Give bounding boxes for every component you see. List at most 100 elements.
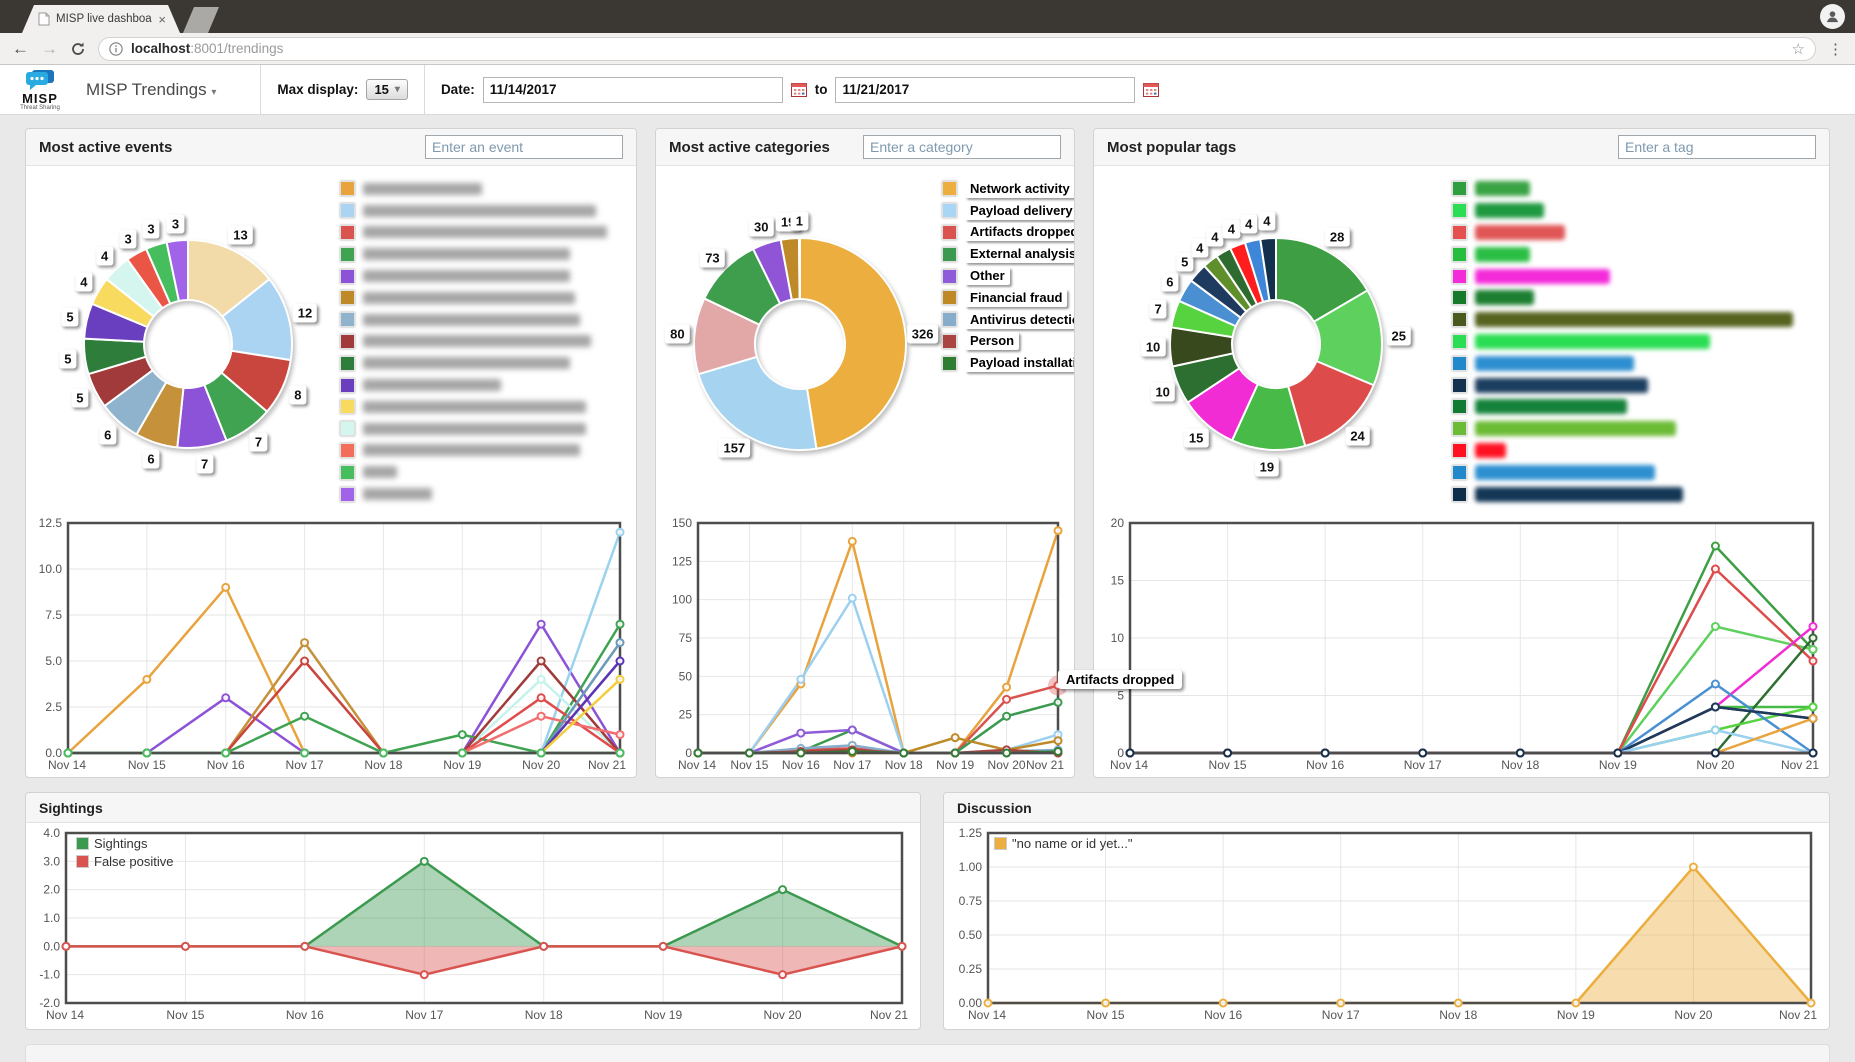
legend-item[interactable]: Artifacts dropped — [942, 222, 1074, 244]
back-icon[interactable]: ← — [12, 39, 29, 58]
legend-item[interactable] — [340, 483, 628, 505]
tags-donut-chart[interactable]: 28 25 24 19 15 10 10 7 6 5 4 4 4 4 4 — [1140, 208, 1412, 480]
legend-item[interactable] — [1452, 309, 1821, 331]
legend-item[interactable]: External analysis — [942, 243, 1074, 265]
redacted-event-name — [363, 182, 483, 195]
svg-text:-2.0: -2.0 — [39, 996, 60, 1010]
legend-item[interactable] — [1452, 287, 1821, 309]
legend-item[interactable] — [340, 440, 628, 462]
donut-value-label: 5 — [59, 349, 77, 369]
browser-tab[interactable]: MISP live dashboard × — [22, 5, 180, 33]
discussion-area-chart[interactable]: "no name or id yet..." 0.00 0.25 0.50 0.75 1… — [950, 825, 1819, 1025]
url-field[interactable]: localhost:8001/trendings ☆ — [98, 36, 1816, 61]
category-legend-label: Payload installation — [965, 354, 1074, 373]
legend-item[interactable] — [340, 222, 628, 244]
legend-item[interactable] — [340, 265, 628, 287]
svg-text:2.5: 2.5 — [45, 700, 62, 714]
legend-item[interactable] — [1452, 483, 1821, 505]
legend-swatch — [942, 268, 957, 284]
tags-line-chart[interactable]: 0 5 10 15 20 Nov 14 Nov 15 Nov 16 Nov 17 Nov 18 No… — [1102, 515, 1821, 775]
legend-swatch — [942, 333, 957, 349]
new-tab-button[interactable] — [183, 7, 219, 33]
profile-icon[interactable] — [1820, 4, 1845, 29]
donut-value-label: 5 — [61, 307, 79, 327]
legend-item[interactable]: Antivirus detection — [942, 309, 1074, 331]
legend-item[interactable] — [1452, 461, 1821, 483]
info-icon[interactable] — [109, 41, 123, 56]
legend-item[interactable] — [1452, 200, 1821, 222]
legend-item[interactable]: Person — [942, 331, 1066, 353]
redacted-tag-pill — [1475, 290, 1534, 306]
redacted-tag-pill — [1475, 312, 1794, 328]
donut-value-label: 3 — [119, 229, 137, 249]
legend-item[interactable] — [340, 352, 628, 374]
legend-item[interactable] — [340, 331, 628, 353]
legend-item[interactable] — [1452, 374, 1821, 396]
svg-text:Nov 20: Nov 20 — [988, 758, 1026, 772]
events-line-chart[interactable]: 0.0 2.5 5.0 7.5 10.0 12.5 Nov 14 Nov 15 Nov 16 No… — [34, 515, 628, 775]
svg-text:3.0: 3.0 — [43, 854, 60, 868]
legend-item[interactable] — [340, 309, 628, 331]
categories-donut-chart[interactable]: 326 157 80 73 30 19 1 — [664, 208, 939, 480]
legend-item: Sightings — [76, 834, 173, 852]
date-from-input[interactable] — [482, 76, 783, 103]
donut-value-label: 4 — [1258, 211, 1276, 231]
panel-title: Discussion — [957, 799, 1032, 816]
legend-item[interactable]: Payload delivery — [942, 200, 1074, 222]
sightings-area-chart[interactable]: Sightings False positive -2.0 -1.0 0.0 1.0 2.… — [32, 825, 910, 1025]
legend-item[interactable] — [340, 178, 628, 200]
donut-value-label: 10 — [1140, 337, 1166, 357]
svg-text:Nov 20: Nov 20 — [1674, 1008, 1712, 1022]
legend-swatch — [1452, 268, 1467, 284]
donut-value-label: 4 — [1222, 219, 1240, 239]
legend-item[interactable] — [340, 287, 628, 309]
calendar-icon[interactable] — [790, 82, 807, 97]
forward-icon[interactable]: → — [41, 39, 58, 58]
max-display-select[interactable]: 15 ▾ — [366, 79, 408, 100]
events-donut-chart[interactable]: 13 12 8 7 7 6 6 5 5 5 4 4 3 3 3 — [52, 208, 324, 480]
legend-item[interactable]: Other — [942, 265, 1066, 287]
legend-item[interactable] — [1452, 440, 1821, 462]
donut-value-label: 1 — [790, 211, 809, 231]
categories-line-chart[interactable]: 0 25 50 75 100 125 150 Nov 14 Nov 15 Nov 16 Nov 17… — [664, 515, 1068, 775]
legend-item[interactable] — [340, 461, 628, 483]
legend-item[interactable]: Financial fraud — [942, 287, 1068, 309]
legend-swatch — [340, 355, 355, 371]
legend-item[interactable] — [1452, 396, 1821, 418]
legend-item: False positive — [76, 852, 173, 870]
category-search-input[interactable] — [863, 135, 1061, 159]
legend-swatch — [340, 486, 355, 502]
legend-item[interactable] — [340, 374, 628, 396]
svg-text:Nov 21: Nov 21 — [1781, 758, 1819, 772]
divider — [260, 64, 262, 115]
tag-search-input[interactable] — [1618, 135, 1816, 159]
nav-title-dropdown[interactable]: MISP Trendings ▾ — [86, 80, 216, 100]
legend-item[interactable] — [1452, 178, 1821, 200]
legend-item[interactable] — [340, 200, 628, 222]
browser-menu-icon[interactable]: ⋮ — [1828, 40, 1843, 58]
date-to-input[interactable] — [835, 76, 1136, 103]
event-search-input[interactable] — [425, 135, 623, 159]
legend-item[interactable]: Payload installation — [942, 352, 1074, 374]
legend-item[interactable] — [1452, 243, 1821, 265]
legend-item[interactable] — [1452, 331, 1821, 353]
panel-sightings: Sightings Sightings False positive -2.0 -1… — [25, 792, 921, 1030]
reload-icon[interactable] — [70, 41, 86, 57]
legend-swatch — [1452, 290, 1467, 306]
svg-text:75: 75 — [679, 631, 693, 645]
legend-item[interactable] — [1452, 222, 1821, 244]
tab-close-icon[interactable]: × — [158, 11, 166, 27]
svg-text:Nov 20: Nov 20 — [764, 1008, 802, 1022]
legend-item[interactable] — [1452, 265, 1821, 287]
legend-item[interactable] — [340, 418, 628, 440]
misp-logo[interactable]: MISP Threat Sharing — [12, 69, 68, 111]
bookmark-star-icon[interactable]: ☆ — [1791, 40, 1805, 58]
legend-item[interactable] — [340, 396, 628, 418]
svg-text:Nov 18: Nov 18 — [364, 758, 402, 772]
legend-item[interactable] — [340, 243, 628, 265]
legend-item[interactable]: Network activity — [942, 178, 1074, 200]
calendar-icon[interactable] — [1143, 82, 1160, 97]
legend-item[interactable] — [1452, 352, 1821, 374]
legend-item[interactable] — [1452, 418, 1821, 440]
